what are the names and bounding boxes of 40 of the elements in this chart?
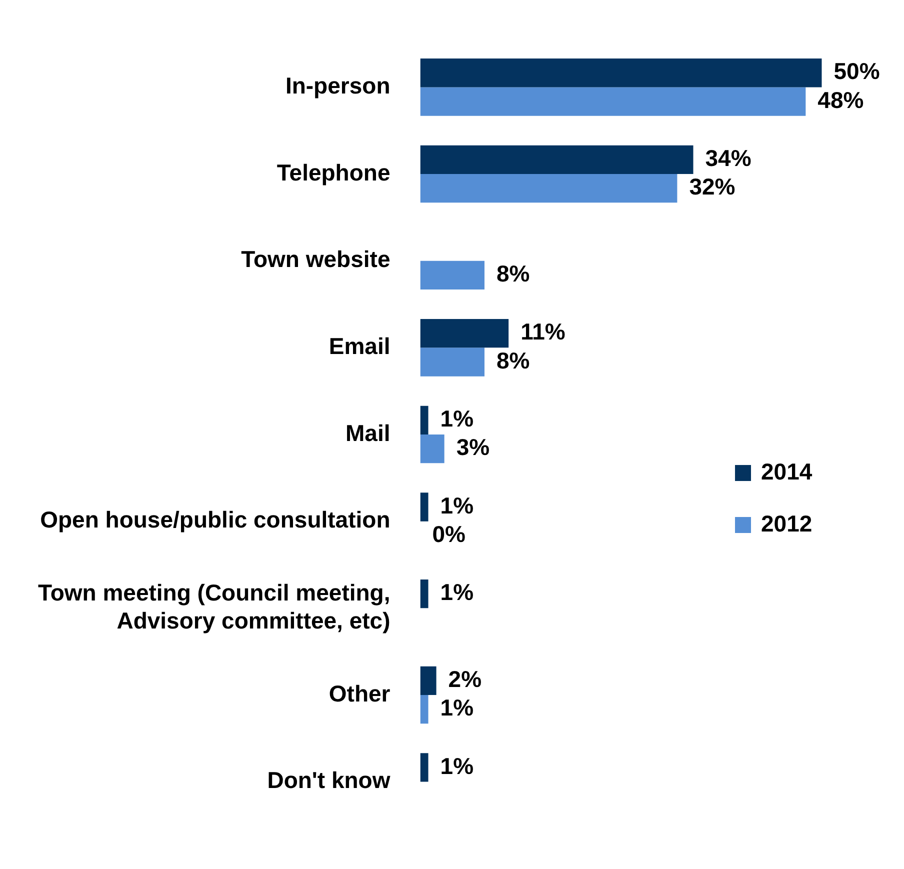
data-label: 48% [818,86,864,113]
bar [420,406,428,434]
y-tick-label: Don't know [267,767,390,794]
bar [420,579,428,608]
y-tick-label: Open house/public consultation [40,506,390,533]
data-label: 1% [440,579,474,606]
bar [420,145,694,174]
data-label: 32% [689,174,736,200]
y-tick-label: Town website [241,246,390,272]
bar [420,348,484,376]
legend-label: 2014 [761,458,812,484]
data-label: 0% [432,520,466,547]
data-label: 1% [440,492,474,518]
bar [420,174,678,203]
data-label: 1% [440,406,474,432]
data-label: 11% [520,318,566,345]
bar [420,666,436,695]
data-label: 1% [440,694,474,721]
data-label: 34% [705,145,752,172]
y-tick-label: Town meeting (Council meeting, Advisory committee, etc) [38,580,390,634]
data-label: 1% [440,752,474,779]
bar [420,58,822,88]
y-tick-label: Email [328,333,390,360]
bar [420,753,428,782]
y-tick-label: Telephone [276,159,390,186]
y-tick-label: Mail [346,420,390,446]
data-label: 2% [448,666,482,692]
bar [420,694,428,724]
y-tick-label: Other [328,680,390,706]
bar [420,260,484,290]
bar [420,492,428,522]
legend-label: 2012 [761,510,812,536]
data-label: 8% [496,260,530,287]
bar [420,87,806,116]
bar [420,319,509,348]
data-label: 8% [496,347,530,374]
data-label: 3% [456,434,490,460]
bar [420,434,444,464]
data-label: 50% [834,58,880,84]
y-tick-label: In-person [285,72,390,99]
